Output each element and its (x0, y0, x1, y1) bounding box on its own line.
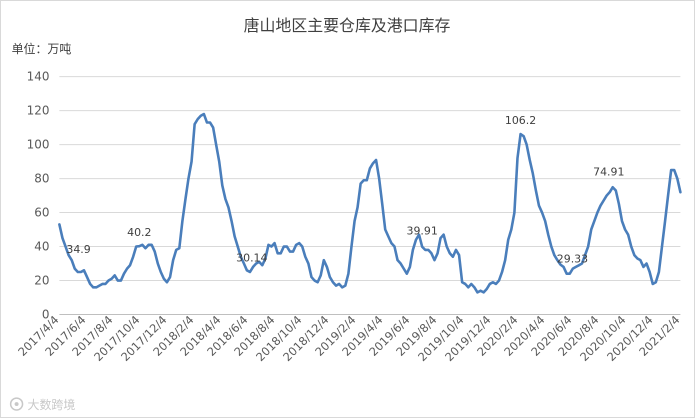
data-labels: 34.9 40.2 30.14 39.91 106.2 29.33 74.91 (66, 114, 624, 266)
data-label: 40.2 (127, 226, 151, 239)
gridlines (59, 76, 681, 282)
watermark-text: 大数跨境 (28, 397, 76, 412)
y-tick-label: 20 (34, 273, 49, 287)
y-tick-label: 40 (34, 240, 49, 254)
y-tick-label: 140 (27, 70, 50, 84)
y-tick-label: 0 (42, 307, 50, 321)
watermark: 大数跨境 (9, 397, 76, 412)
y-axis-unit-label: 单位：万吨 (12, 41, 72, 56)
y-tick-label: 100 (27, 138, 50, 152)
y-axis-ticks: 0 20 40 60 80 100 120 140 (27, 70, 50, 322)
data-label: 29.33 (557, 253, 588, 266)
y-tick-label: 60 (34, 206, 49, 220)
y-tick-label: 120 (27, 104, 50, 118)
data-label: 30.14 (236, 251, 267, 264)
data-label: 106.2 (505, 114, 536, 127)
watermark-logo-icon (9, 397, 24, 411)
data-label: 34.9 (66, 243, 90, 256)
series-layer (58, 112, 682, 294)
data-label: 74.91 (593, 165, 624, 178)
data-label: 39.91 (406, 225, 437, 238)
series-line-0 (58, 112, 682, 294)
x-axis-ticks: 2017/4/42017/6/42017/8/42017/10/42017/12… (15, 313, 682, 364)
y-tick-label: 80 (34, 172, 49, 186)
chart-title: 唐山地区主要仓库及港口库存 (244, 16, 451, 35)
